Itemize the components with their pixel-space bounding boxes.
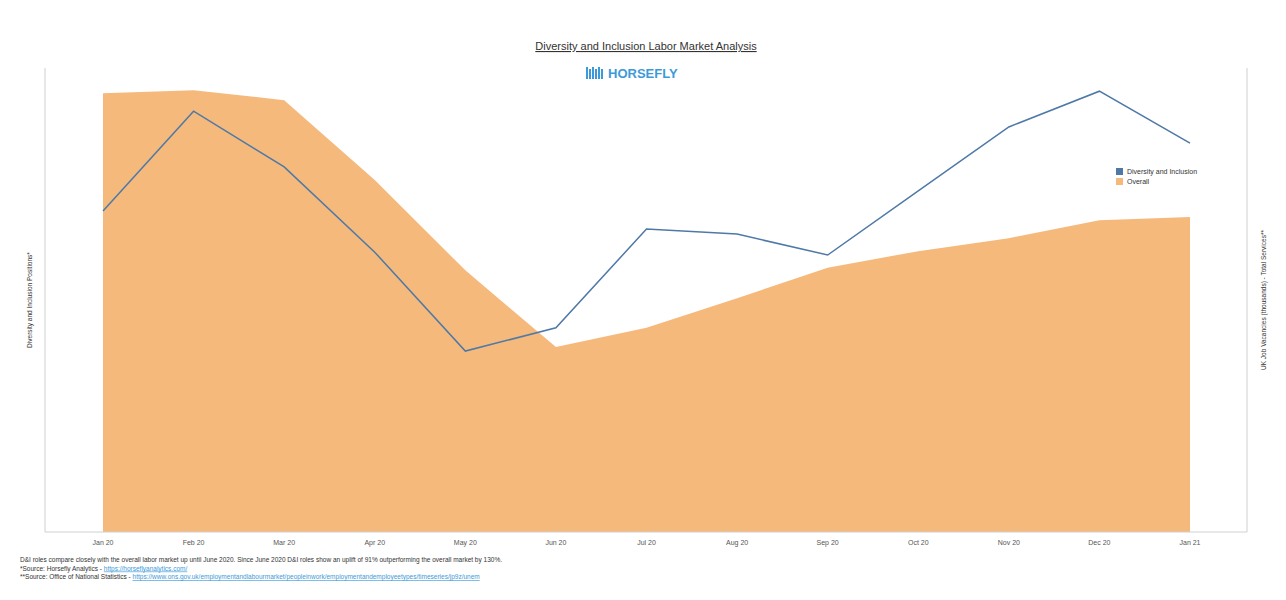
svg-text:D&I roles compare closely with: D&I roles compare closely with the overa…	[20, 556, 502, 564]
svg-text:Sep 20: Sep 20	[817, 539, 839, 547]
svg-text:Diversity and Inclusion: Diversity and Inclusion	[1127, 168, 1197, 176]
svg-text:Apr 20: Apr 20	[364, 539, 385, 547]
svg-text:Jan 21: Jan 21	[1179, 539, 1200, 546]
svg-text:Overall: Overall	[1127, 178, 1150, 185]
svg-text:Feb 20: Feb 20	[183, 539, 205, 546]
svg-text:HORSEFLY: HORSEFLY	[608, 66, 678, 81]
svg-text:Dec 20: Dec 20	[1088, 539, 1110, 546]
svg-text:**Source: Office of National S: **Source: Office of National Statistics …	[20, 573, 480, 581]
svg-text:Diversity and Inclusion Positi: Diversity and Inclusion Positions*	[26, 252, 34, 348]
svg-text:Jan 20: Jan 20	[92, 539, 113, 546]
svg-text:May 20: May 20	[454, 539, 477, 547]
svg-text:Aug 20: Aug 20	[726, 539, 748, 547]
svg-text:Oct 20: Oct 20	[908, 539, 929, 546]
svg-text:Mar 20: Mar 20	[273, 539, 295, 546]
svg-text:Jun 20: Jun 20	[545, 539, 566, 546]
svg-text:Diversity and Inclusion Labor: Diversity and Inclusion Labor Market Ana…	[535, 40, 757, 52]
svg-text:*Source: Horsefly Analytics -: *Source: Horsefly Analytics - https://ho…	[20, 565, 187, 573]
svg-text:UK Job Vacancies (thousands) -: UK Job Vacancies (thousands) - Total Ser…	[1260, 230, 1268, 370]
svg-text:Jul 20: Jul 20	[637, 539, 656, 546]
svg-text:Nov 20: Nov 20	[998, 539, 1020, 546]
